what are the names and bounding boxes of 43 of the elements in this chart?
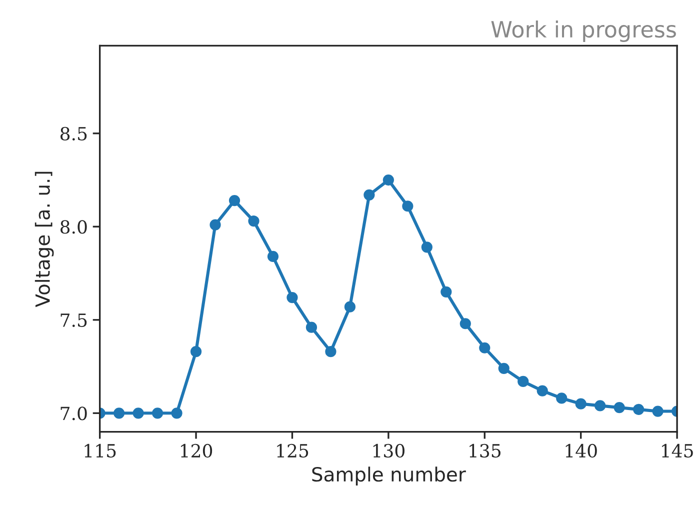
x-tick-label: 140 xyxy=(566,444,597,458)
x-tick-label: 135 xyxy=(470,444,500,458)
y-tick-label: 8.5 xyxy=(60,126,87,140)
point xyxy=(344,301,356,312)
point xyxy=(248,215,260,227)
point xyxy=(575,398,586,410)
x-tick-label: 130 xyxy=(373,444,404,458)
point xyxy=(498,362,510,374)
point xyxy=(633,404,644,415)
x-tick-label: 145 xyxy=(662,444,693,458)
x-tick-label: 115 xyxy=(84,444,116,458)
point xyxy=(364,189,375,200)
x-axis-title: Sample number xyxy=(312,466,466,486)
point xyxy=(267,250,279,262)
point xyxy=(306,322,318,333)
point xyxy=(652,406,664,417)
point xyxy=(325,346,336,358)
point xyxy=(132,408,144,419)
point xyxy=(440,286,452,298)
point xyxy=(228,194,240,206)
y-axis-title: Voltage [a. u.] xyxy=(34,172,54,308)
y-tick-label: 8.0 xyxy=(60,220,87,234)
point xyxy=(152,408,164,419)
point xyxy=(402,200,414,212)
point xyxy=(210,219,221,230)
point xyxy=(190,346,202,358)
point xyxy=(460,318,471,330)
point xyxy=(171,408,182,419)
point xyxy=(614,402,625,414)
y-tick-label: 7.0 xyxy=(60,406,87,420)
point xyxy=(594,400,606,412)
point xyxy=(421,242,432,253)
y-tick-label: 7.5 xyxy=(60,314,87,328)
point xyxy=(556,392,568,404)
x-tick-label: 120 xyxy=(180,444,212,458)
point xyxy=(518,376,529,387)
x-tick-label: 125 xyxy=(277,444,308,458)
point xyxy=(286,292,298,304)
point xyxy=(114,408,125,419)
point xyxy=(479,342,490,354)
point xyxy=(382,174,394,186)
point xyxy=(536,385,548,396)
chart-title: Work in progress xyxy=(491,20,676,42)
